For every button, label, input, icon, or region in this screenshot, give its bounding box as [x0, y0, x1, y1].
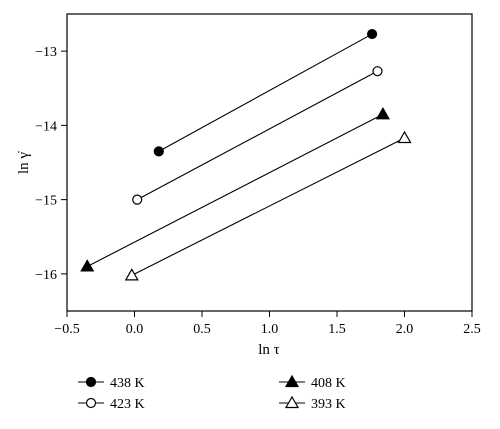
legend-marker — [85, 397, 97, 409]
y-axis-title: ln γ̇ — [16, 151, 32, 174]
data-point-438k — [367, 28, 378, 40]
y-tick-label: −14 — [35, 119, 57, 134]
x-tick-label: 0.5 — [193, 322, 211, 337]
legend-item-438k: 438 K — [78, 376, 145, 391]
series-line-423k — [136, 70, 378, 201]
x-tick-label: 1.0 — [261, 322, 279, 337]
x-tick-label: 1.5 — [328, 322, 346, 337]
data-point-408k — [375, 107, 390, 120]
x-axis-title: ln τ — [258, 342, 279, 358]
legend-label: 408 K — [311, 376, 346, 391]
data-point-423k — [372, 66, 383, 77]
data-point-438k — [153, 146, 164, 157]
legend-label: 438 K — [110, 376, 145, 391]
x-axis: −0.5 0.0 0.5 1.0 1.5 2.0 2.5 — [54, 311, 481, 337]
x-tick-label: 0.0 — [126, 322, 144, 337]
series-423k — [132, 66, 383, 205]
legend: 438 K 423 K 408 K 393 K — [78, 374, 346, 412]
legend-marker — [85, 376, 97, 388]
x-tick-label: 2.5 — [463, 322, 481, 337]
legend-marker — [284, 395, 300, 409]
y-axis: −16 −15 −14 −13 — [35, 45, 67, 283]
plot-frame — [66, 13, 473, 312]
legend-label: 393 K — [311, 397, 346, 412]
data-point-423k — [132, 194, 143, 205]
series-line-438k — [158, 33, 373, 152]
series-393k — [124, 130, 412, 281]
series-438k — [153, 28, 378, 157]
data-point-408k — [80, 259, 95, 272]
legend-label: 423 K — [110, 397, 145, 412]
y-tick-label: −13 — [35, 45, 57, 60]
legend-item-393k: 393 K — [279, 395, 346, 412]
y-tick-label: −15 — [35, 194, 57, 209]
x-tick-label: −0.5 — [54, 322, 79, 337]
data-point-393k — [397, 130, 412, 144]
legend-item-408k: 408 K — [279, 374, 346, 391]
legend-item-423k: 423 K — [78, 397, 145, 412]
y-tick-label: −16 — [35, 268, 57, 283]
data-point-393k — [124, 268, 139, 281]
series-layer — [80, 28, 412, 281]
series-408k — [80, 107, 390, 272]
x-tick-label: 2.0 — [396, 322, 414, 337]
series-line-393k — [131, 137, 405, 276]
legend-marker — [284, 374, 300, 388]
series-line-408k — [86, 113, 384, 267]
